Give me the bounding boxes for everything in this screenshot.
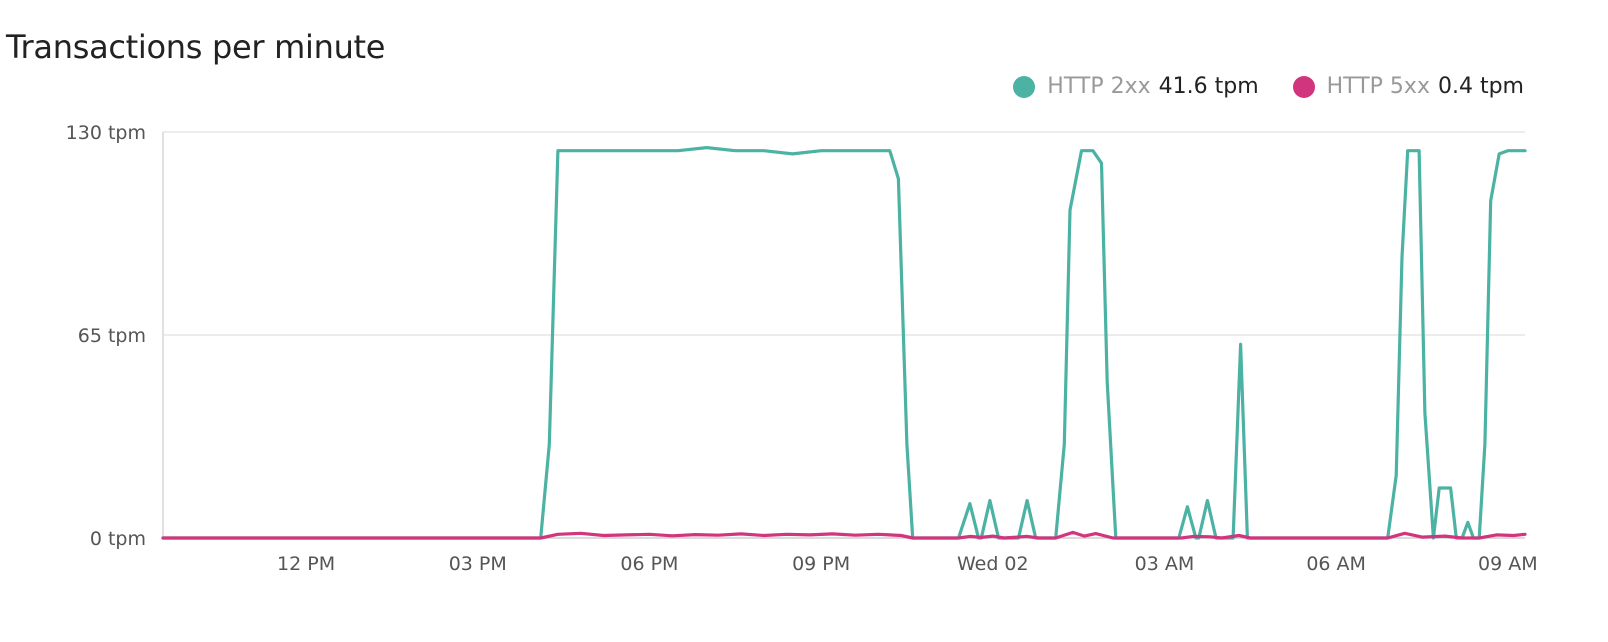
legend-dot-http-5xx	[1292, 75, 1315, 98]
legend-label: HTTP 5xx	[1326, 74, 1430, 99]
x-tick-label: 03 AM	[1135, 553, 1195, 575]
x-tick-label: 06 AM	[1306, 553, 1366, 575]
x-tick-label: 03 PM	[449, 553, 507, 575]
legend-item-http-2xx[interactable]: HTTP 2xx 41.6 tpm	[1013, 74, 1259, 99]
x-tick-label: 09 AM	[1478, 553, 1538, 575]
x-tick-label: Wed 02	[957, 553, 1029, 575]
series-line-http-2xx	[161, 146, 1527, 540]
legend-dot-http-2xx	[1013, 75, 1036, 98]
legend-item-http-5xx[interactable]: HTTP 5xx 0.4 tpm	[1292, 74, 1524, 99]
y-tick-label: 130 tpm	[66, 122, 146, 144]
series-line-http-5xx	[161, 530, 1527, 540]
y-axis: 0 tpm 65 tpm 130 tpm	[66, 122, 146, 550]
chart-title: Transactions per minute	[6, 28, 386, 66]
legend-value: 0.4 tpm	[1437, 74, 1524, 99]
chart-legend: HTTP 2xx 41.6 tpm HTTP 5xx 0.4 tpm	[979, 74, 1524, 99]
legend-value: 41.6 tpm	[1158, 74, 1259, 99]
series-layer	[161, 146, 1527, 540]
x-tick-label: 06 PM	[620, 553, 678, 575]
x-tick-label: 12 PM	[277, 553, 335, 575]
x-tick-label: 09 PM	[792, 553, 850, 575]
legend-label: HTTP 2xx	[1047, 74, 1151, 99]
grid-layer	[162, 131, 1525, 539]
x-axis: 12 PM 03 PM 06 PM 09 PM Wed 02 03 AM 06 AM 09 A…	[277, 553, 1538, 575]
y-tick-label: 65 tpm	[78, 325, 146, 347]
y-tick-label: 0 tpm	[90, 528, 146, 550]
